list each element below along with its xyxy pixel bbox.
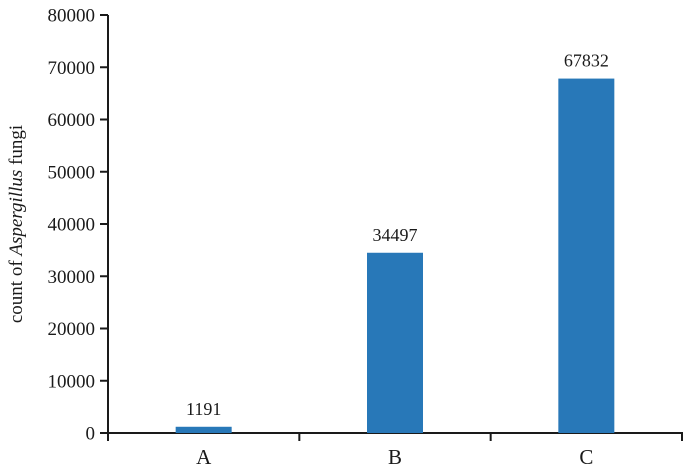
bar-C (558, 78, 615, 434)
bar-value-label-C: 67832 (564, 51, 609, 71)
y-tick-label: 60000 (48, 110, 96, 131)
y-tick-label: 50000 (48, 162, 96, 183)
bar-value-label-B: 34497 (373, 225, 418, 245)
y-tick-label: 30000 (48, 267, 96, 288)
bar-value-label-A: 1191 (186, 399, 221, 419)
y-tick-label: 0 (86, 424, 96, 445)
y-tick-label: 40000 (48, 215, 96, 236)
y-axis-title: count of Aspergillus fungi (6, 125, 27, 323)
y-tick-label: 20000 (48, 319, 96, 340)
bar-A (175, 426, 232, 433)
x-category-label-A: A (196, 445, 212, 469)
bar-B (367, 252, 423, 433)
x-category-label-B: B (388, 445, 402, 469)
x-category-label-C: C (579, 445, 593, 469)
y-tick-label: 80000 (48, 6, 96, 27)
y-tick-label: 70000 (48, 58, 96, 79)
y-tick-label: 10000 (48, 371, 96, 392)
